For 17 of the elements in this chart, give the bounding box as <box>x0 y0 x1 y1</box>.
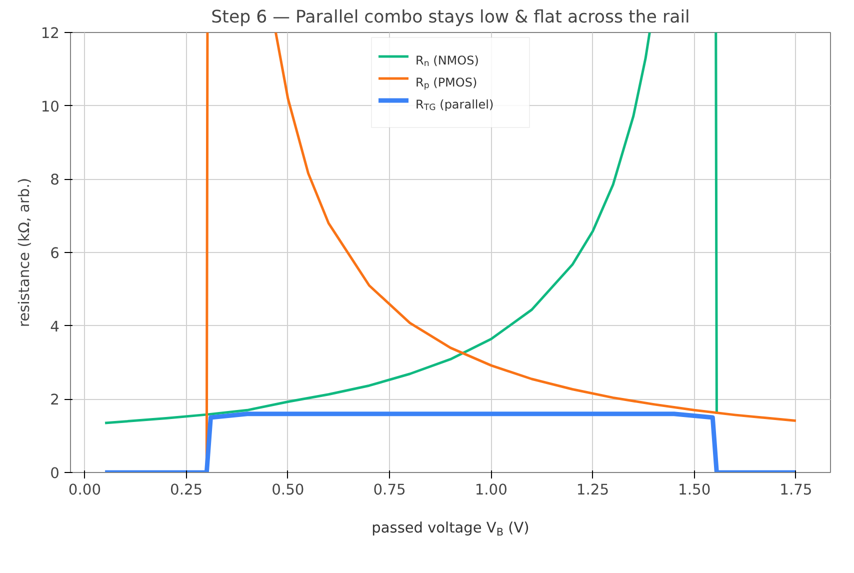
y-tick-label: 10 <box>40 98 60 116</box>
x-tick-label: 1.25 <box>576 482 610 498</box>
chart-title: Step 6 — Parallel combo stays low & flat across the rail <box>211 8 690 28</box>
y-tick-label: 2 <box>50 392 60 409</box>
y-tick-label: 12 <box>40 25 60 42</box>
x-tick-label: 0.50 <box>272 482 304 498</box>
y-tick-label: 8 <box>50 172 60 189</box>
y-tick-label: 0 <box>50 465 60 482</box>
x-tick-label: 1.50 <box>678 482 711 498</box>
x-tick-label: 1.75 <box>780 482 812 498</box>
x-tick-label: 0.75 <box>373 482 406 498</box>
x-tick-label: 1.00 <box>474 482 508 498</box>
y-axis-title: resistance (kΩ, arb.) <box>16 178 33 328</box>
x-tick-label: 0.25 <box>170 482 203 498</box>
y-tick-label: 6 <box>50 245 60 262</box>
x-tick-label: 0.00 <box>68 482 102 498</box>
y-tick-label: 4 <box>50 318 60 336</box>
